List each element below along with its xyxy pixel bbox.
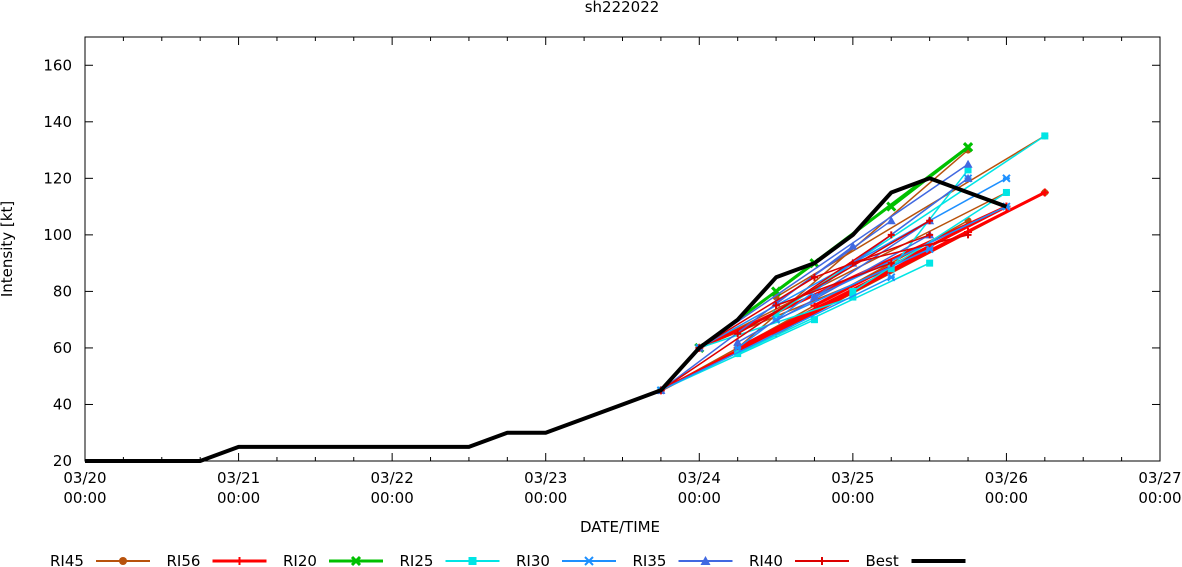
legend-label-ri56: RI56 (167, 552, 201, 567)
data-point-marker (733, 337, 743, 346)
series-line (775, 248, 930, 321)
data-point-marker (964, 166, 972, 174)
data-point-marker (886, 201, 897, 212)
data-point-marker (119, 557, 127, 565)
series-line (698, 163, 969, 349)
data-point-marker (235, 557, 244, 565)
series-line (852, 191, 1007, 293)
data-point-marker (848, 241, 858, 250)
data-point-marker (734, 350, 742, 358)
series-line (660, 276, 892, 391)
series-line (660, 234, 892, 391)
x-tick-date: 03/20 (63, 469, 106, 487)
data-point-marker (772, 293, 780, 301)
y-tick-label: 80 (53, 282, 72, 300)
data-point-marker (772, 310, 780, 318)
series-line (813, 205, 1008, 307)
y-tick-label: 20 (53, 452, 72, 470)
legend-label-ri45: RI45 (50, 552, 84, 567)
data-point-marker (810, 316, 818, 324)
legend-label-ri35: RI35 (633, 552, 667, 567)
data-point-marker (818, 557, 826, 565)
y-tick-label: 40 (53, 395, 72, 413)
series-line (814, 234, 930, 279)
series-line (737, 220, 930, 335)
y-tick-label: 160 (43, 56, 72, 74)
data-point-marker (772, 302, 780, 310)
data-point-marker (964, 231, 972, 239)
series-best (85, 176, 1008, 463)
series-layer (85, 132, 1049, 463)
data-point-marker (887, 231, 895, 239)
x-tick-date: 03/22 (371, 469, 414, 487)
data-point-marker (887, 259, 895, 267)
x-tick-time: 00:00 (217, 489, 260, 507)
data-point-marker (1041, 132, 1049, 140)
data-point-marker (584, 556, 594, 566)
y-tick-label: 140 (43, 113, 72, 131)
x-tick-date: 03/26 (985, 469, 1028, 487)
data-point-marker (962, 142, 974, 153)
x-tick-date: 03/27 (1138, 469, 1181, 487)
series-ri40 (657, 217, 972, 394)
legend-label-ri20: RI20 (283, 552, 317, 567)
data-point-marker (849, 293, 857, 301)
x-tick-date: 03/23 (524, 469, 567, 487)
x-tick-date: 03/21 (217, 469, 260, 487)
series-line (775, 262, 892, 307)
chart-title: sh222022 (585, 0, 660, 16)
legend-label-best: Best (866, 552, 899, 567)
series-line (852, 177, 969, 264)
data-point-marker (734, 330, 742, 338)
data-point-marker (887, 273, 896, 282)
x-tick-time: 00:00 (831, 489, 874, 507)
x-tick-time: 00:00 (985, 489, 1028, 507)
data-point-marker (926, 259, 934, 267)
x-tick-date: 03/25 (831, 469, 874, 487)
y-axis-label: Intensity [kt] (0, 201, 16, 297)
data-point-marker (963, 173, 973, 182)
data-point-marker (809, 292, 819, 301)
data-point-marker (849, 287, 857, 295)
x-tick-time: 00:00 (371, 489, 414, 507)
plot-frame (84, 36, 1161, 462)
series-line (852, 234, 969, 264)
data-point-marker (926, 217, 934, 225)
data-point-marker (887, 265, 895, 273)
x-tick-date: 03/24 (678, 469, 721, 487)
data-point-marker (1002, 174, 1011, 183)
series-line (85, 176, 1008, 463)
data-point-marker (963, 159, 973, 168)
y-tick-label: 100 (43, 226, 72, 244)
data-point-marker (925, 244, 934, 254)
x-tick-time: 00:00 (1138, 489, 1181, 507)
y-tick-label: 60 (53, 339, 72, 357)
data-point-marker (886, 216, 896, 225)
x-tick-time: 00:00 (524, 489, 567, 507)
data-point-marker (926, 231, 934, 239)
legend: RI45 RI56 RI20 RI25 RI30 RI35 RI40 Best (50, 552, 966, 567)
x-axis-label: DATE/TIME (580, 518, 660, 536)
legend-label-ri25: RI25 (400, 552, 434, 567)
axes: 20 40 60 80 100 120 140 160 03/20 00:00 03/21 00:00… (43, 37, 1182, 507)
x-tick-time: 00:00 (678, 489, 721, 507)
data-point-marker (810, 301, 819, 310)
data-point-marker (350, 555, 362, 567)
series-line (698, 191, 1007, 349)
data-point-marker (810, 273, 818, 281)
series-line (699, 296, 854, 349)
data-point-marker (1040, 188, 1049, 197)
data-point-marker (849, 259, 857, 267)
data-point-marker (700, 556, 711, 565)
series-line (737, 262, 930, 355)
x-tick-time: 00:00 (63, 489, 106, 507)
legend-label-ri40: RI40 (749, 552, 783, 567)
legend-label-ri30: RI30 (516, 552, 550, 567)
data-point-marker (1002, 188, 1010, 196)
y-tick-label: 120 (43, 169, 72, 187)
data-point-marker (468, 557, 477, 565)
